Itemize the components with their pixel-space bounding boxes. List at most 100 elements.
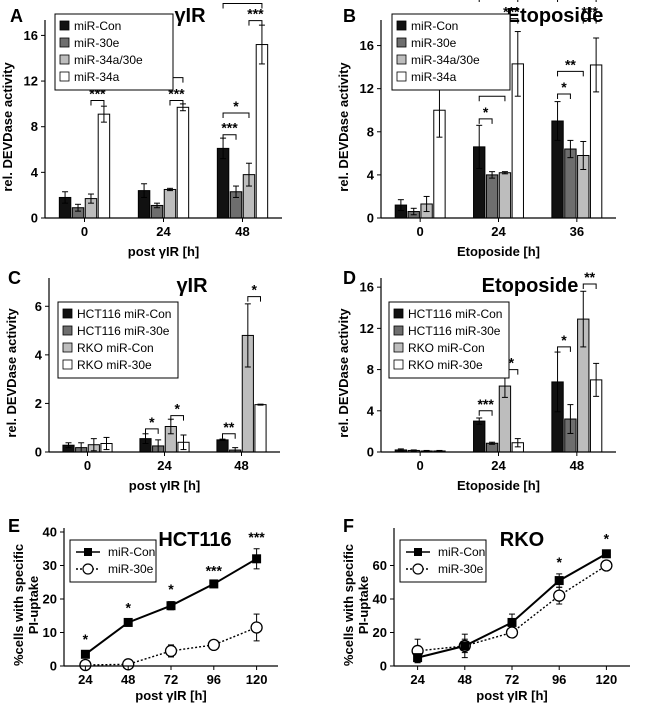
y-tick-label: 6 <box>35 299 42 314</box>
legend-marker <box>82 563 94 575</box>
significance-bracket <box>557 70 584 77</box>
significance-label: * <box>125 599 131 615</box>
x-axis-label: post γIR [h] <box>135 688 207 703</box>
y-tick-label: 16 <box>360 38 374 53</box>
significance-label: *** <box>477 396 494 412</box>
x-tick-label: 96 <box>207 672 221 687</box>
panel-B: 02436*********************0481216BEtopos… <box>336 0 616 259</box>
bar <box>485 174 499 219</box>
y-tick-label: 12 <box>360 81 374 96</box>
x-tick-label: 48 <box>234 458 248 473</box>
legend-label: miR-30e <box>438 562 484 576</box>
bar <box>254 404 267 453</box>
y-axis-label: %cells with specificPI-uptake <box>341 544 371 666</box>
panel-label: A <box>10 6 23 26</box>
y-tick-label: 16 <box>24 28 38 43</box>
bar <box>97 113 111 219</box>
chart-title: Etoposide <box>482 275 579 297</box>
significance-bracket <box>557 0 597 3</box>
x-axis-label: Etoposide [h] <box>457 244 540 259</box>
significance-label: * <box>556 554 562 570</box>
legend-marker <box>84 548 92 556</box>
significance-label: *** <box>221 120 238 136</box>
legend-marker <box>412 563 424 575</box>
legend-label: miR-Con <box>74 19 121 33</box>
x-tick-label: 24 <box>157 458 172 473</box>
y-tick-label: 8 <box>31 119 38 134</box>
significance-bracket <box>222 2 263 9</box>
x-axis-label: post γIR [h] <box>129 478 201 493</box>
legend-label: miR-34a <box>411 70 457 84</box>
significance-label: * <box>251 282 257 298</box>
data-point <box>252 554 262 564</box>
significance-bracket <box>478 410 493 416</box>
legend-label: HCT116 miR-30e <box>77 324 170 338</box>
x-tick-label: 48 <box>235 224 249 239</box>
legend-swatch <box>59 54 70 65</box>
significance-bracket <box>478 0 519 3</box>
significance-label: *** <box>248 529 265 545</box>
legend-swatch <box>59 71 70 82</box>
legend-marker <box>414 548 422 556</box>
legend-label: miR-Con <box>438 545 485 559</box>
data-point <box>600 559 613 572</box>
significance-bracket <box>582 18 597 24</box>
x-tick-label: 24 <box>491 224 506 239</box>
legend-swatch <box>393 325 404 336</box>
significance-bracket <box>478 118 493 124</box>
x-tick-label: 48 <box>458 672 472 687</box>
chart-title: γIR <box>174 5 206 27</box>
panel-F: 24 48 72 96 120 * * 0 20 40 60 F RKO post γIR [h] %cel… <box>341 516 630 703</box>
legend-label: miR-34a/30e <box>411 53 480 67</box>
y-tick-label: 0 <box>367 211 374 226</box>
significance-label: * <box>149 414 155 430</box>
legend-swatch <box>396 37 407 48</box>
panel-label: C <box>8 268 21 288</box>
y-tick-label: 40 <box>43 525 57 540</box>
data-point <box>413 653 423 663</box>
x-tick-label: 24 <box>410 672 425 687</box>
legend-swatch <box>393 308 404 319</box>
significance-bracket <box>557 346 571 352</box>
x-axis-label: post γIR [h] <box>128 244 200 259</box>
data-point <box>79 658 92 672</box>
data-point <box>80 649 90 659</box>
legend-swatch <box>393 359 404 370</box>
y-tick-label: 8 <box>367 124 374 139</box>
data-point <box>505 626 519 639</box>
significance-bracket <box>145 428 159 434</box>
y-axis-label: rel. DEVDase activity <box>336 308 351 438</box>
y-tick-label: 12 <box>360 321 374 336</box>
y-tick-label: 8 <box>367 362 374 377</box>
legend-label: miR-Con <box>411 19 458 33</box>
y-axis-label: rel. DEVDase activity <box>336 62 351 192</box>
significance-bracket <box>222 112 250 119</box>
y-tick-label: 16 <box>360 280 374 295</box>
legend-swatch <box>62 308 73 319</box>
legend-swatch <box>59 20 70 31</box>
y-tick-label: 0 <box>367 445 374 460</box>
significance-label: ** <box>223 419 234 435</box>
legend-label: RKO miR-Con <box>408 341 485 355</box>
legend-label: HCT116 miR-Con <box>77 307 171 321</box>
y-axis-label: %cells with specificPI-uptake <box>11 544 41 666</box>
data-point <box>507 617 517 627</box>
legend-label: RKO miR-30e <box>408 358 483 372</box>
significance-label: * <box>604 531 610 547</box>
significance-bracket <box>478 95 506 102</box>
data-point <box>601 549 611 559</box>
significance-bracket <box>90 99 105 106</box>
significance-label: ** <box>584 269 595 285</box>
legend-label: RKO miR-30e <box>77 358 152 372</box>
legend-label: miR-30e <box>74 36 120 50</box>
chart-title: HCT116 <box>158 529 231 551</box>
legend-swatch <box>62 325 73 336</box>
legend-swatch <box>396 71 407 82</box>
legend <box>391 13 511 91</box>
significance-label: * <box>174 401 180 417</box>
y-tick-label: 40 <box>373 592 387 607</box>
panel-E: 24 48 72 96 120*********010203040EHCT116post… <box>8 516 278 703</box>
y-axis-label: rel. DEVDase activity <box>4 308 19 438</box>
bar <box>176 106 190 219</box>
